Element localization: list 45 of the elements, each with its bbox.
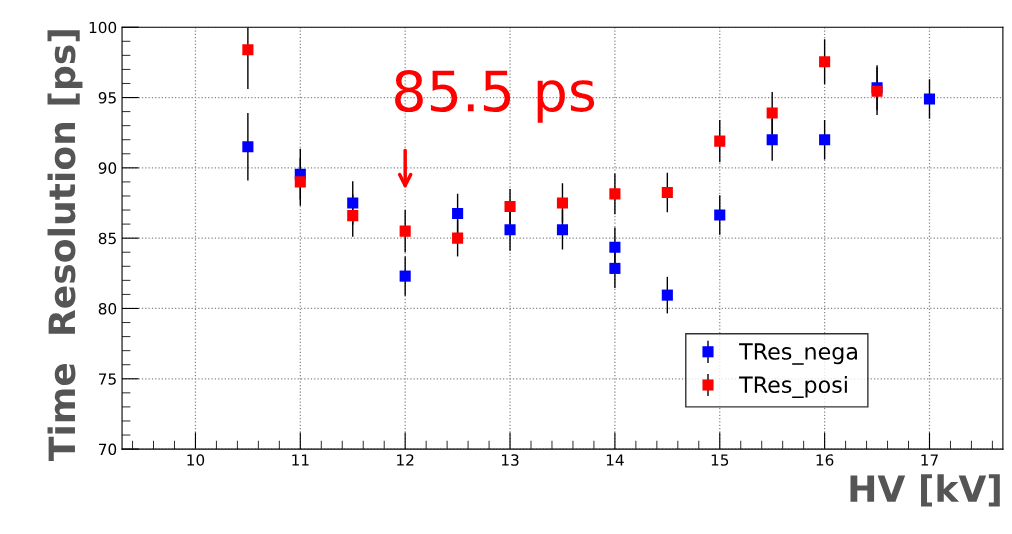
x-tick-label: 12 <box>397 454 414 466</box>
y-tick-label: 95 <box>98 92 116 104</box>
x-tick-label: 17 <box>921 454 938 466</box>
point <box>242 141 254 153</box>
x-tick-label: 11 <box>292 454 309 466</box>
point <box>609 188 621 200</box>
point <box>819 56 831 68</box>
y-tick-label: 80 <box>98 302 117 315</box>
y-tick-label: 75 <box>99 373 116 385</box>
y-tick-label: 90 <box>98 162 117 174</box>
point <box>556 224 569 236</box>
point <box>347 197 359 209</box>
y-tick-label: 70 <box>99 443 117 456</box>
point <box>294 176 306 188</box>
point <box>609 241 621 253</box>
point <box>452 232 464 244</box>
point <box>504 224 516 236</box>
point <box>766 134 778 146</box>
legend-label: TRes_nega <box>739 343 857 365</box>
point <box>504 200 516 213</box>
y-tick-label: 100 <box>89 21 117 34</box>
y-tick-label: 85 <box>98 232 116 245</box>
point <box>714 209 726 221</box>
point <box>766 107 778 119</box>
x-tick-label: 16 <box>816 454 834 466</box>
y-axis-title: Time Resolution [ps] <box>47 30 83 462</box>
point <box>399 225 411 237</box>
x-tick-label: 13 <box>502 454 519 466</box>
annotation: 85.5 ps <box>395 70 595 123</box>
x-tick-label: 10 <box>187 454 205 466</box>
point <box>819 134 831 146</box>
point <box>556 197 569 209</box>
point <box>347 210 359 222</box>
point <box>452 208 464 220</box>
point <box>923 93 936 105</box>
legend-label: TRes_posi <box>739 375 847 399</box>
point <box>399 270 411 282</box>
point <box>714 135 726 147</box>
x-axis-title: HV [kV] <box>850 474 1000 507</box>
point <box>609 262 621 274</box>
point <box>661 289 673 301</box>
x-tick-label: 15 <box>711 454 729 466</box>
point <box>661 186 673 199</box>
point <box>242 44 254 56</box>
x-tick-label: 14 <box>606 454 624 466</box>
